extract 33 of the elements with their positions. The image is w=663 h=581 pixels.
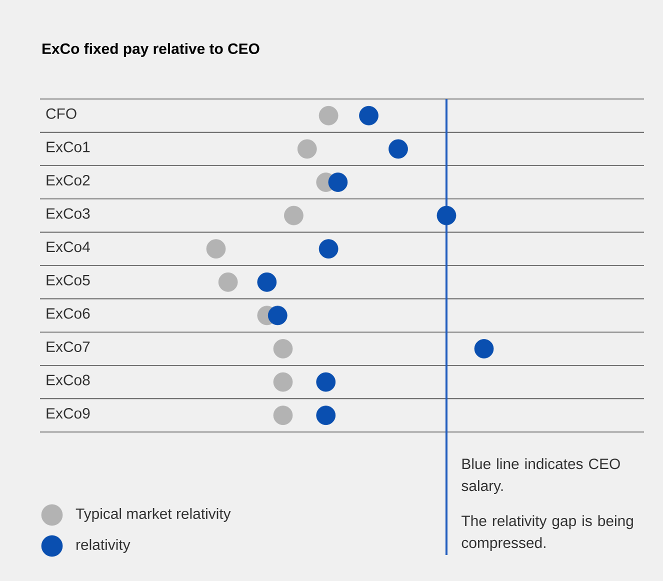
point (436, 206, 456, 226)
y-tick-label: ExCo3 (46, 208, 90, 219)
point (206, 239, 226, 259)
y-tick-label: ExCo1 (46, 142, 90, 152)
point (218, 272, 238, 292)
point (316, 406, 336, 426)
point (273, 372, 293, 392)
point (273, 406, 293, 426)
y-tick-label: ExCo2 (46, 174, 90, 186)
y-tick-label: ExCo5 (46, 274, 90, 286)
point (474, 339, 494, 358)
chart-title: ExCo fixed pay relative to CEO (42, 43, 260, 57)
y-tick-label: ExCo9 (46, 408, 90, 419)
legend-label: relativity (76, 539, 130, 553)
legend-label: Typical market relativity (76, 508, 231, 522)
point (257, 272, 277, 292)
y-tick-label: ExCo6 (46, 308, 90, 319)
point (318, 239, 338, 259)
y-tick-label: ExCo4 (46, 242, 90, 252)
point (388, 139, 408, 159)
point (297, 139, 317, 159)
point (328, 172, 348, 192)
point (316, 372, 336, 392)
point (273, 339, 293, 358)
y-tick-label: ExCo8 (46, 374, 90, 386)
text: The relativity gap is being compressed. (462, 515, 633, 552)
text: Blue line indicates CEO salary. (462, 458, 620, 494)
point (359, 106, 378, 126)
y-tick-label: ExCo7 (46, 341, 90, 352)
point (284, 206, 304, 226)
point (318, 106, 338, 126)
y-tick-label: CFO (46, 108, 76, 119)
point (268, 306, 288, 326)
